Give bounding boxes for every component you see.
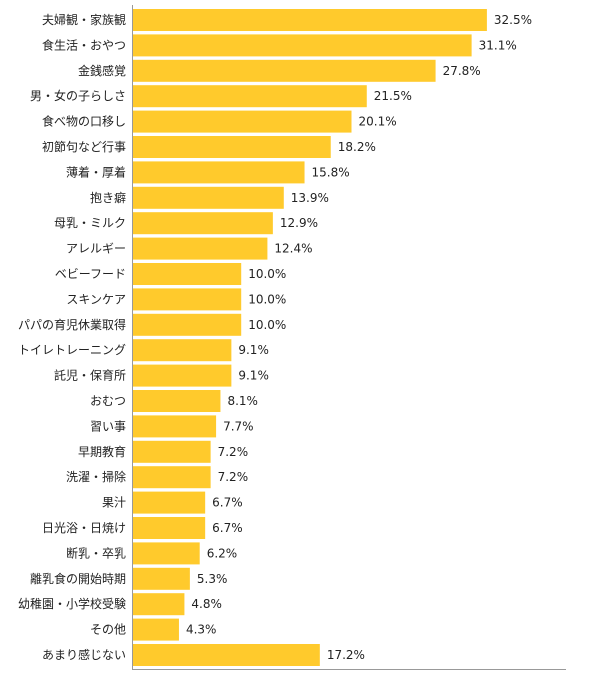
category-label: 食生活・おやつ	[42, 37, 126, 52]
value-label: 32.5%	[494, 13, 532, 27]
bar	[132, 440, 211, 463]
category-label: 夫婦観・家族観	[42, 12, 126, 27]
value-label: 31.1%	[479, 38, 517, 52]
category-label: 薄着・厚着	[66, 164, 126, 179]
bar	[132, 237, 268, 260]
bar	[132, 466, 211, 489]
value-label: 10.0%	[248, 318, 286, 332]
bar	[132, 567, 190, 590]
value-label: 9.1%	[238, 343, 269, 357]
value-label: 12.9%	[280, 216, 318, 230]
category-label: 抱き癖	[90, 190, 126, 205]
bar	[132, 517, 206, 539]
bar	[132, 313, 242, 336]
value-label: 10.0%	[248, 292, 286, 306]
value-label: 12.4%	[274, 242, 312, 256]
bar	[132, 288, 242, 311]
category-label: トイレトレーニング	[18, 343, 126, 357]
bar	[132, 644, 320, 666]
category-label: 断乳・卒乳	[66, 545, 126, 560]
category-label: アレルギー	[66, 242, 126, 256]
bar	[132, 618, 179, 641]
value-label: 7.7%	[223, 419, 254, 433]
bar	[132, 34, 472, 57]
category-label: 金銭感覚	[78, 63, 126, 78]
value-label: 8.1%	[227, 394, 258, 408]
bar	[132, 593, 185, 616]
bar	[132, 212, 273, 235]
bar	[132, 364, 232, 387]
category-label: おむつ	[90, 394, 126, 408]
category-label: 早期教育	[78, 444, 126, 459]
value-label: 20.1%	[358, 115, 396, 129]
category-label: 男・女の子らしさ	[30, 88, 126, 103]
category-label: パパの育児休業取得	[18, 317, 126, 332]
value-label: 5.3%	[197, 572, 228, 586]
value-label: 7.2%	[218, 445, 249, 459]
bar	[132, 390, 221, 412]
value-label: 27.8%	[443, 64, 481, 78]
bar	[132, 85, 367, 108]
bar	[132, 186, 284, 209]
value-label: 17.2%	[327, 648, 365, 662]
value-label: 21.5%	[374, 89, 412, 103]
value-label: 13.9%	[291, 191, 329, 205]
value-label: 10.0%	[248, 267, 286, 281]
bar	[132, 491, 206, 514]
value-labels: 32.5% 31.1% 27.8% 21.5% 20.1% 18.2% 15.8% 13.9%…	[186, 13, 532, 662]
axes	[132, 5, 566, 670]
category-label: 洗濯・掃除	[66, 469, 126, 484]
value-label: 6.2%	[207, 546, 238, 560]
bar	[132, 136, 331, 158]
category-label: 日光浴・日焼け	[42, 521, 126, 535]
bar	[132, 59, 436, 82]
category-label: 託児・保育所	[54, 368, 126, 383]
bar	[132, 161, 305, 184]
category-label: 食べ物の口移し	[42, 114, 126, 129]
value-label: 7.2%	[218, 470, 249, 484]
bar	[132, 263, 242, 285]
category-label: 離乳食の開始時期	[30, 571, 126, 586]
value-label: 15.8%	[312, 165, 350, 179]
bar	[132, 9, 487, 31]
category-label: 幼稚園・小学校受験	[18, 596, 126, 611]
category-labels: 夫婦観・家族観食生活・おやつ金銭感覚男・女の子らしさ食べ物の口移し初節句など行事…	[18, 12, 126, 662]
category-label: その他	[90, 623, 126, 637]
bars-layer	[132, 9, 487, 666]
bar	[132, 542, 200, 565]
bar	[132, 339, 232, 362]
bar	[132, 415, 217, 438]
category-label: 母乳・ミルク	[54, 216, 126, 230]
value-label: 18.2%	[338, 140, 376, 154]
category-label: スキンケア	[66, 292, 126, 306]
value-label: 6.7%	[212, 496, 243, 510]
value-label: 9.1%	[238, 369, 269, 383]
value-label: 4.3%	[186, 623, 217, 637]
category-label: 初節句など行事	[42, 139, 126, 154]
bar	[132, 110, 352, 133]
category-label: あまり感じない	[42, 647, 126, 662]
value-label: 4.8%	[191, 597, 222, 611]
category-label: 習い事	[90, 419, 126, 433]
value-label: 6.7%	[212, 521, 243, 535]
category-label: ベビーフード	[55, 267, 126, 281]
category-label: 果汁	[102, 496, 126, 510]
